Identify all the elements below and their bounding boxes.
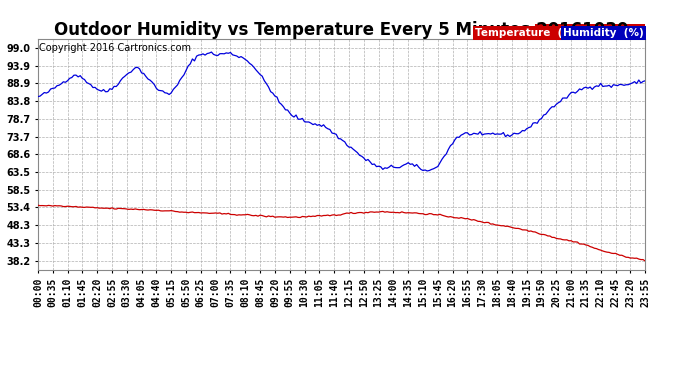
Text: Copyright 2016 Cartronics.com: Copyright 2016 Cartronics.com bbox=[39, 43, 191, 53]
Text: Temperature  (°F): Temperature (°F) bbox=[475, 28, 580, 38]
Text: Humidity  (%): Humidity (%) bbox=[563, 28, 644, 38]
Text: Temperature  (°F): Temperature (°F) bbox=[538, 27, 642, 37]
Title: Outdoor Humidity vs Temperature Every 5 Minutes 20161030: Outdoor Humidity vs Temperature Every 5 … bbox=[55, 21, 629, 39]
